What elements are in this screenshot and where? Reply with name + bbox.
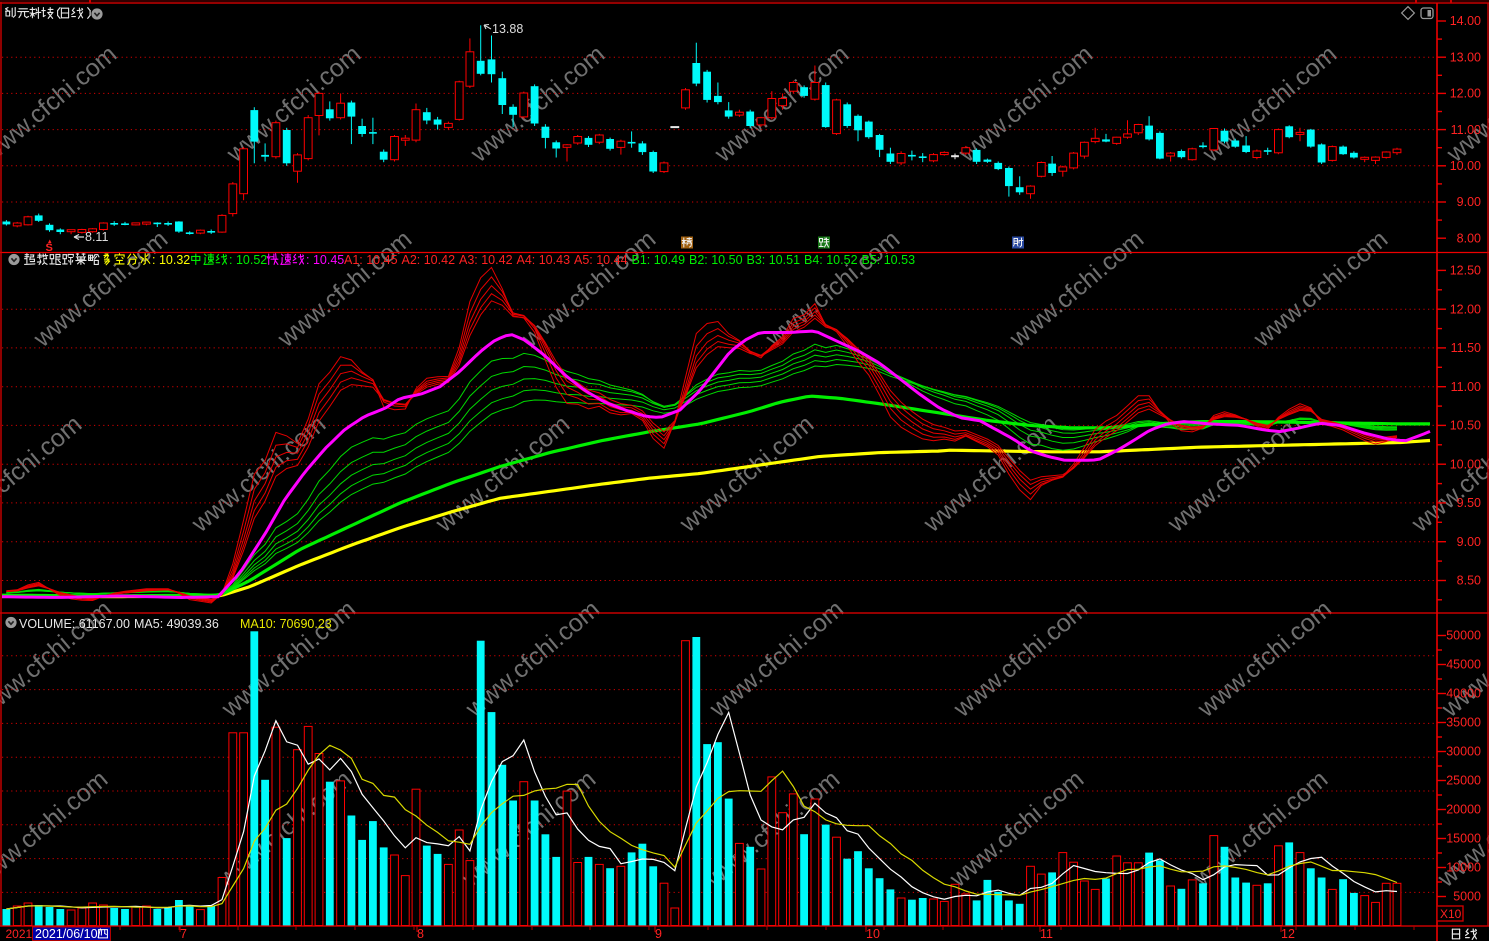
svg-text:VOLUME: 61167.00: VOLUME: 61167.00 (19, 617, 130, 631)
svg-text:5000: 5000 (1453, 890, 1481, 904)
svg-text:B3: 10.51: B3: 10.51 (747, 253, 801, 267)
svg-text:12.00: 12.00 (1450, 87, 1481, 101)
svg-text:A3: 10.42: A3: 10.42 (459, 253, 513, 267)
svg-text:8: 8 (417, 927, 424, 941)
svg-text:11.00: 11.00 (1451, 380, 1481, 394)
svg-text:X10: X10 (1440, 907, 1462, 921)
svg-text:B2: 10.50: B2: 10.50 (689, 253, 743, 267)
svg-text:A4: 10.43: A4: 10.43 (517, 253, 571, 267)
svg-text:9.50: 9.50 (1457, 496, 1481, 510)
svg-text:2021/06/10/: 2021/06/10/ (35, 927, 102, 941)
svg-text:: 10.52: : 10.52 (229, 253, 267, 267)
svg-text:12.00: 12.00 (1450, 302, 1481, 316)
svg-text:8.11: 8.11 (85, 230, 108, 244)
svg-text:8.00: 8.00 (1457, 231, 1481, 245)
svg-text:35000: 35000 (1446, 716, 1481, 730)
svg-text:A1: 10.45: A1: 10.45 (344, 253, 398, 267)
svg-text:13.00: 13.00 (1450, 50, 1481, 64)
svg-text:10.00: 10.00 (1450, 457, 1481, 471)
svg-text:9: 9 (655, 927, 662, 941)
svg-text:14.00: 14.00 (1450, 14, 1481, 28)
svg-text:10: 10 (866, 927, 880, 941)
svg-text:A5: 10.44: A5: 10.44 (574, 253, 628, 267)
svg-text:A2: 10.42: A2: 10.42 (402, 253, 456, 267)
svg-text:11.50: 11.50 (1451, 341, 1481, 355)
svg-text:50000: 50000 (1446, 629, 1481, 643)
svg-text:11.00: 11.00 (1451, 123, 1481, 137)
svg-text:12: 12 (1281, 927, 1295, 941)
svg-text:B4: 10.52: B4: 10.52 (804, 253, 858, 267)
svg-text:45000: 45000 (1446, 658, 1481, 672)
svg-text:B1: 10.49: B1: 10.49 (632, 253, 686, 267)
svg-text:20000: 20000 (1446, 803, 1481, 817)
svg-text:25000: 25000 (1446, 774, 1481, 788)
svg-text:13.88: 13.88 (492, 22, 523, 36)
svg-text:30000: 30000 (1446, 745, 1481, 759)
svg-text:12.50: 12.50 (1450, 264, 1481, 278)
svg-text:S: S (46, 242, 53, 254)
svg-text:MA5: 49039.36: MA5: 49039.36 (134, 617, 219, 631)
svg-text:15000: 15000 (1446, 832, 1481, 846)
svg-text:MA10: 70690.23: MA10: 70690.23 (240, 617, 332, 631)
svg-text:10.00: 10.00 (1450, 159, 1481, 173)
svg-text:9.00: 9.00 (1457, 535, 1481, 549)
svg-text:40000: 40000 (1446, 687, 1481, 701)
svg-text:: 10.45: : 10.45 (306, 253, 344, 267)
svg-text:9.00: 9.00 (1457, 195, 1481, 209)
svg-text:11: 11 (1040, 927, 1053, 941)
svg-text:2021: 2021 (6, 927, 33, 941)
svg-text:8.50: 8.50 (1457, 574, 1481, 588)
svg-text:10000: 10000 (1446, 861, 1481, 875)
svg-text:7: 7 (180, 927, 187, 941)
svg-text:B5: 10.53: B5: 10.53 (862, 253, 916, 267)
svg-text:10.50: 10.50 (1450, 419, 1481, 433)
svg-text:: 10.32: : 10.32 (152, 253, 190, 267)
